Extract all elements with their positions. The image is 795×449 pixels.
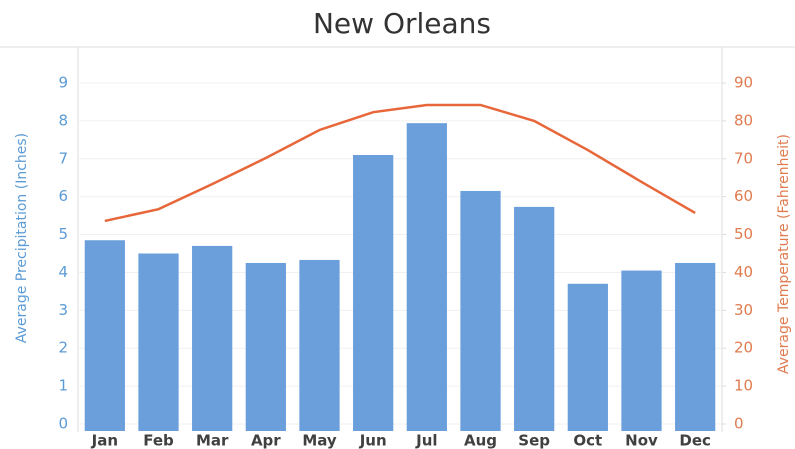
bar: [621, 270, 662, 431]
temperature-line: [104, 103, 696, 223]
bar: [84, 240, 125, 431]
bar: [299, 259, 340, 431]
y-tick-label: 4: [58, 263, 68, 281]
bar: [245, 262, 286, 431]
bar: [192, 245, 233, 431]
x-tick-label: Dec: [679, 432, 711, 449]
y-tick-label: 8: [58, 111, 68, 129]
y2-tick-label: 80: [734, 111, 753, 129]
x-tick-label: Jun: [359, 432, 387, 449]
y2-tick-label: 0: [734, 415, 744, 433]
bar: [514, 206, 555, 431]
y2-tick-label: 10: [734, 377, 753, 395]
y2-tick-label: 20: [734, 339, 753, 357]
x-tick-label: Apr: [251, 432, 281, 449]
bar: [567, 283, 608, 431]
y2-tick-label: 90: [734, 74, 753, 92]
y2-tick-label: 30: [734, 301, 753, 319]
bar: [675, 262, 716, 431]
bar: [460, 190, 501, 431]
x-tick-label: Mar: [196, 432, 229, 449]
y-tick-label: 9: [58, 74, 68, 92]
y-axis-label: Average Precipitation (Inches): [14, 133, 30, 343]
bar: [138, 253, 179, 431]
x-tick-label: Jan: [91, 432, 118, 449]
chart-title: New Orleans: [313, 7, 491, 40]
y-tick-label: 2: [58, 339, 68, 357]
x-tick-label: Sep: [518, 432, 550, 449]
y-tick-label: 0: [58, 415, 68, 433]
y2-tick-label: 50: [734, 225, 753, 243]
bar: [353, 154, 394, 431]
y-tick-label: 3: [58, 301, 68, 319]
y-tick-label: 7: [58, 149, 68, 167]
x-tick-label: Feb: [143, 432, 174, 449]
y2-axis-label: Average Temperature (Fahrenheit): [776, 134, 792, 374]
y2-tick-label: 70: [734, 149, 753, 167]
y2-tick-label: 40: [734, 263, 753, 281]
y-tick-label: 5: [58, 225, 68, 243]
x-tick-label: May: [302, 432, 337, 449]
y-tick-label: 6: [58, 187, 68, 205]
x-tick-label: Nov: [625, 432, 658, 449]
bar: [406, 123, 447, 431]
y2-tick-label: 60: [734, 187, 753, 205]
x-tick-label: Aug: [464, 432, 497, 449]
y-tick-label: 1: [58, 377, 68, 395]
x-tick-label: Jul: [415, 432, 437, 449]
x-tick-label: Oct: [573, 432, 602, 449]
